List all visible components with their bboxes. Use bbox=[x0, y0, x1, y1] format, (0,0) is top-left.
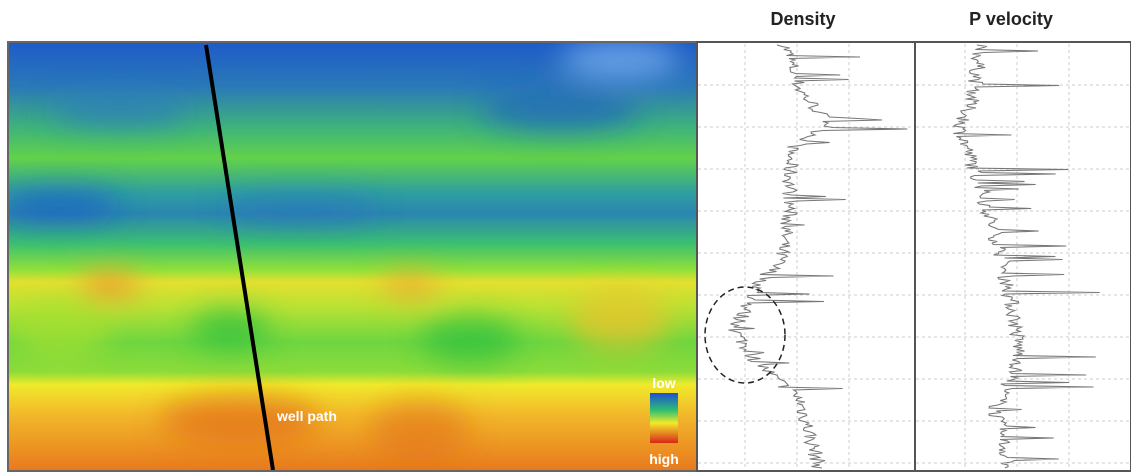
colorbar-low: low bbox=[652, 375, 675, 391]
colorbar bbox=[650, 393, 678, 443]
highlight-ellipse bbox=[704, 286, 786, 384]
velocity-frame bbox=[914, 41, 1131, 472]
density-header: Density bbox=[770, 9, 835, 29]
well-path bbox=[204, 44, 275, 470]
log-curve bbox=[952, 44, 1100, 469]
colorbar-high: high bbox=[649, 451, 679, 467]
log-curve bbox=[728, 44, 908, 469]
density-frame bbox=[696, 41, 916, 472]
well-label: well path bbox=[276, 408, 337, 424]
p-velocity-header: P velocity bbox=[969, 9, 1053, 29]
well-logs bbox=[698, 44, 1130, 470]
seismic-section: low high well path bbox=[9, 43, 696, 470]
